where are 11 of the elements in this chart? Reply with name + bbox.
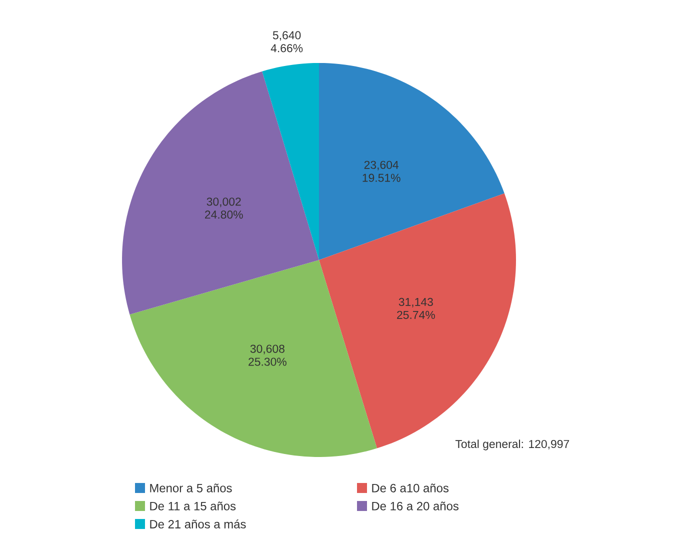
text: Total general: 120,997 [455,440,570,450]
data-label: 23,604 19.51% [362,160,400,182]
legend-label: De 11 a 15 años [150,502,236,510]
legend-label: De 16 a 20 años [372,502,458,510]
legend-label: De 6 a10 años [372,484,449,492]
data-label: 31,143 25.74% [397,298,435,319]
data-label: 5,640 4.66% [270,31,303,52]
legend-label: De 21 años a más [150,520,246,528]
data-label: 30,002 24.80% [205,198,243,219]
data-label: 30,608 25.30% [248,344,286,366]
legend-label: Menor a 5 años [150,484,232,492]
